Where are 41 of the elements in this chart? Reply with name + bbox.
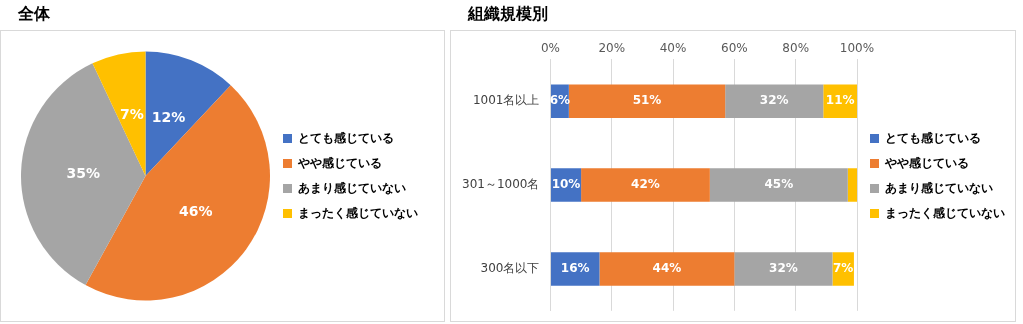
data-label: 7% [833,261,854,276]
data-label: 16% [560,261,590,276]
data-label: 51% [632,93,662,108]
bar [550,252,600,286]
bar [568,84,726,119]
x-tick-label: 40% [659,41,687,56]
y-tick-label: 1001名以上 [472,93,540,108]
legend-label: まったく感じていない [298,205,418,220]
legend-label: やや感じている [884,155,969,170]
x-tick-label: 20% [598,41,626,56]
data-label: 42% [631,177,660,192]
bar [734,252,833,286]
legend-label: あまり感じていない [298,180,406,195]
data-label: 32% [769,261,798,276]
legend-label: まったく感じていない [885,205,1005,220]
x-tick-label: 80% [782,41,810,56]
chart-title: 全体 [18,4,50,25]
bar [599,252,735,286]
legend-label: やや感じている [297,155,382,170]
x-tick-label: 100% [839,41,875,56]
data-label: 35% [66,164,101,181]
data-label: 32% [759,93,789,108]
data-label: 10% [551,177,581,192]
data-label: 11% [825,93,855,108]
legend-label: あまり感じていない [885,180,993,195]
x-tick-label: 0% [540,41,560,56]
bar [725,84,824,119]
bar [847,168,857,202]
bar [709,168,848,202]
y-tick-label: 300名以下 [480,261,540,276]
data-label: 45% [764,177,794,192]
data-label: 44% [652,261,682,276]
legend-label: とても感じている [298,130,394,145]
bar [581,168,710,202]
data-label: 12% [151,108,186,125]
y-tick-label: 301～1000名 [461,177,540,192]
x-tick-label: 60% [721,41,748,56]
legend-label: とても感じている [885,130,981,145]
data-label: 46% [179,203,213,220]
chart-title: 組織規模別 [468,4,548,25]
data-label: 7% [120,105,144,122]
